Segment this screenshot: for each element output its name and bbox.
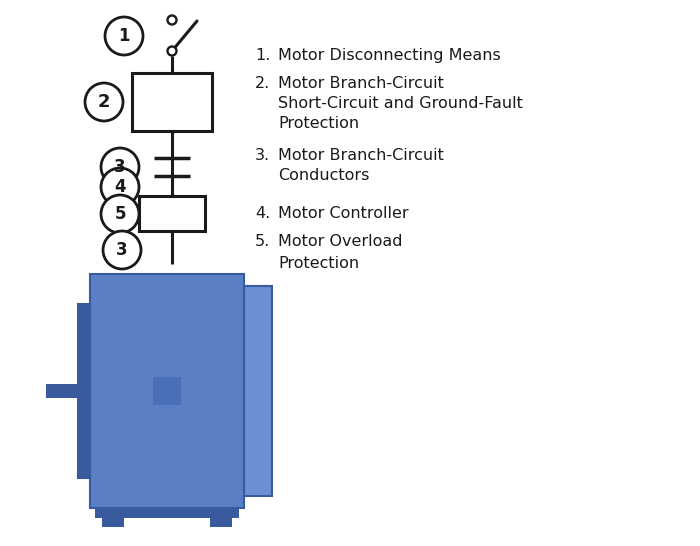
Bar	[90, 274, 244, 508]
Text: Conductors: Conductors	[278, 169, 370, 183]
Text: 2: 2	[98, 93, 111, 111]
Text: 1: 1	[118, 27, 130, 45]
Circle shape	[167, 15, 176, 25]
Text: 4: 4	[114, 178, 126, 196]
Text: 1.: 1.	[255, 49, 270, 63]
Text: 3: 3	[116, 241, 128, 259]
Text: 3: 3	[114, 158, 126, 176]
Circle shape	[105, 17, 143, 55]
Text: Protection: Protection	[278, 116, 359, 132]
Text: 5.: 5.	[255, 234, 270, 248]
Circle shape	[101, 168, 139, 206]
Text: Motor Disconnecting Means: Motor Disconnecting Means	[278, 49, 500, 63]
Text: Protection: Protection	[278, 256, 359, 270]
Circle shape	[101, 148, 139, 186]
Text: 3.: 3.	[255, 149, 270, 163]
Bar	[132, 73, 212, 131]
Text: Short-Circuit and Ground-Fault: Short-Circuit and Ground-Fault	[278, 97, 523, 111]
Circle shape	[85, 83, 123, 121]
Bar	[78, 304, 90, 478]
Circle shape	[101, 195, 139, 233]
Bar	[46, 384, 78, 398]
Text: 4.: 4.	[255, 206, 270, 222]
Text: Motor Overload: Motor Overload	[278, 234, 402, 248]
Circle shape	[167, 46, 176, 56]
Bar	[210, 518, 232, 527]
Bar	[139, 196, 205, 231]
Text: Motor Controller: Motor Controller	[278, 206, 409, 222]
Text: 5: 5	[114, 205, 126, 223]
Bar	[95, 508, 239, 518]
Text: 2.: 2.	[255, 76, 270, 92]
Bar	[153, 377, 181, 405]
Text: Motor Branch-Circuit: Motor Branch-Circuit	[278, 76, 444, 92]
Text: Motor Branch-Circuit: Motor Branch-Circuit	[278, 149, 444, 163]
Bar	[90, 274, 244, 508]
Circle shape	[103, 231, 141, 269]
Bar	[244, 286, 272, 496]
Bar	[102, 518, 124, 527]
